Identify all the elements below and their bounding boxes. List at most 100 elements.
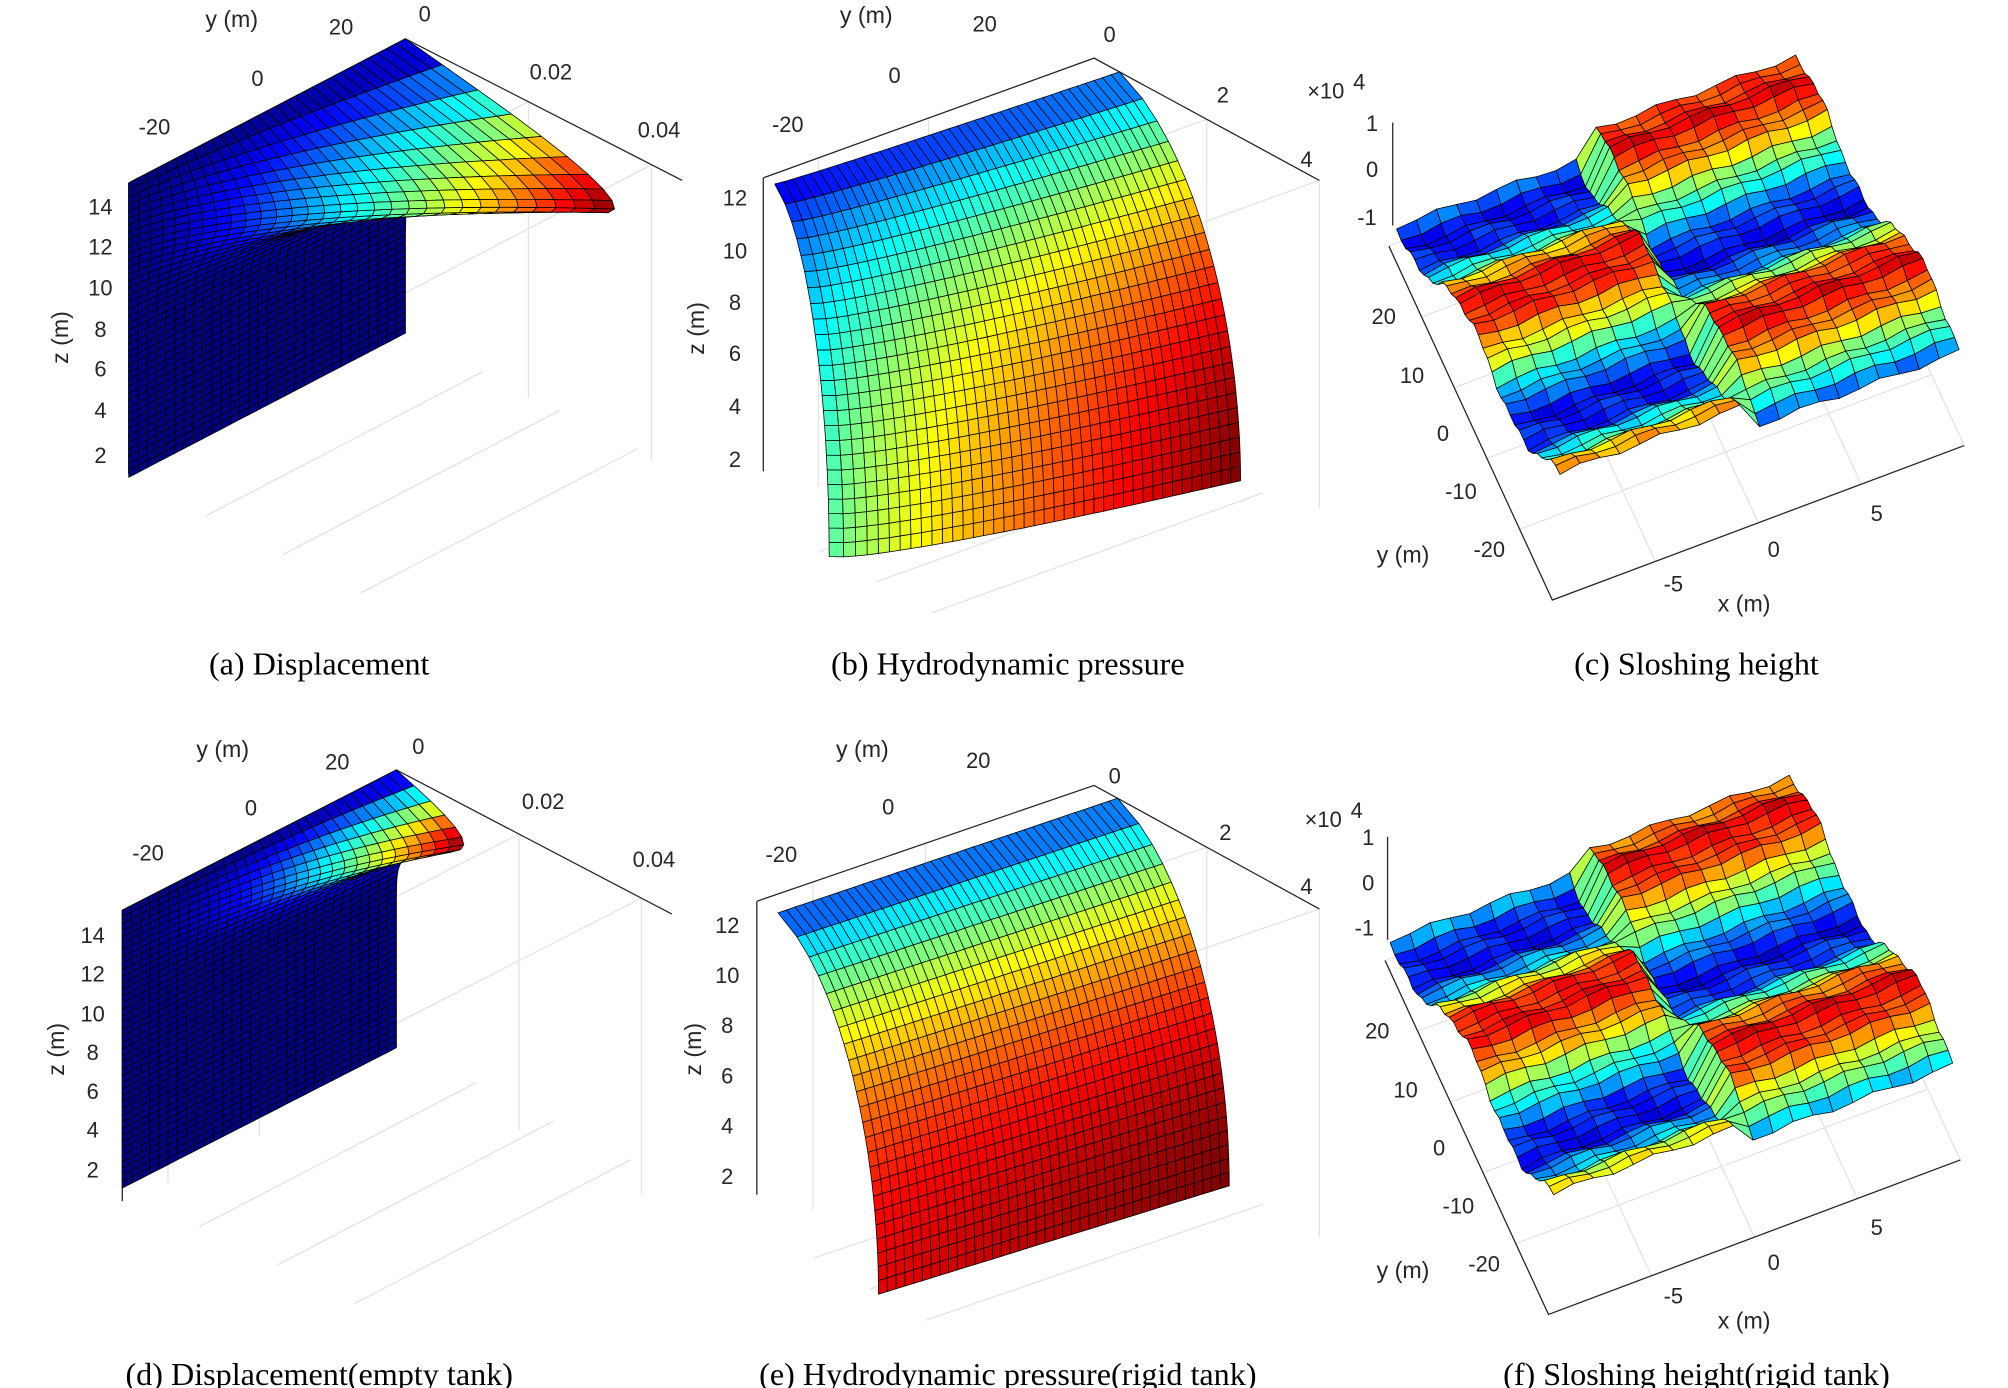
surface-patch xyxy=(553,199,576,209)
surface-patch xyxy=(827,484,843,500)
surface-patch xyxy=(908,473,921,492)
figure-caption: (a) Displacement xyxy=(209,645,430,681)
surface-patch xyxy=(975,400,989,419)
surface-patch xyxy=(1107,403,1120,422)
surface-patch xyxy=(993,502,1005,520)
surface-patch xyxy=(1190,445,1202,464)
surface-patch xyxy=(1102,465,1114,483)
surface-patch xyxy=(1012,484,1025,502)
surface-patch xyxy=(897,460,910,479)
surface-patch xyxy=(1195,383,1208,402)
surface-patch xyxy=(884,432,897,451)
surface-patch xyxy=(1088,407,1101,426)
surface-patch xyxy=(1002,471,1014,489)
surface-patch xyxy=(1058,414,1071,433)
surface-patch xyxy=(990,443,1002,462)
y-tick-label: -20 xyxy=(772,112,804,137)
surface-patch xyxy=(1021,452,1033,471)
surface-patch xyxy=(972,521,984,538)
surface-patch xyxy=(927,440,940,459)
surface-patch xyxy=(479,198,501,208)
y-tick-label: 0 xyxy=(889,63,901,88)
y-axis-label: y (m) xyxy=(205,6,258,32)
surface-patch xyxy=(849,422,864,440)
surface-patch xyxy=(896,446,909,464)
surface-patch xyxy=(1220,453,1232,472)
surface-patch xyxy=(858,390,872,409)
z-tick-label: 6 xyxy=(721,1063,733,1088)
surface-patch xyxy=(1038,418,1051,437)
surface-patch xyxy=(945,406,958,425)
surface-patch xyxy=(859,406,873,424)
surface-patch xyxy=(935,408,948,427)
surface-patch xyxy=(1219,439,1231,457)
surface-patch xyxy=(910,532,922,549)
surface-patch xyxy=(1092,467,1104,485)
surface-patch xyxy=(987,413,1000,432)
surface-patch xyxy=(1120,431,1132,450)
surface-patch xyxy=(1230,465,1241,484)
surface-patch xyxy=(1010,439,1023,458)
surface-patch xyxy=(959,449,972,468)
surface-patch xyxy=(865,480,878,498)
surface-patch xyxy=(971,477,984,495)
surface-patch xyxy=(981,475,994,493)
z-axis-label: z (m) xyxy=(680,1023,706,1076)
surface-patch xyxy=(862,436,876,454)
x-tick-label: 4 xyxy=(1300,874,1312,899)
z-tick-label: 6 xyxy=(94,357,106,382)
surface-patch xyxy=(867,1149,880,1168)
gridline xyxy=(360,448,638,594)
surface-patch xyxy=(926,425,939,444)
surface-patch xyxy=(904,414,917,432)
surface-patch xyxy=(1130,429,1142,447)
surface-patch xyxy=(842,512,856,529)
surface-patch xyxy=(227,196,245,208)
surface-patch xyxy=(1210,455,1222,474)
surface-patch xyxy=(1117,401,1130,420)
surface-patch xyxy=(890,385,904,404)
surface-patch xyxy=(320,195,341,206)
surface-patch xyxy=(877,508,890,525)
surface-patch xyxy=(1033,494,1045,512)
x-tick-label: 2 xyxy=(1217,83,1229,108)
surface-patch xyxy=(1007,409,1020,428)
surface-patch xyxy=(1121,446,1133,464)
y-tick-label: 20 xyxy=(966,748,990,773)
surface-patch xyxy=(866,538,879,556)
surface-patch xyxy=(1119,416,1131,435)
surface-patch xyxy=(1148,409,1161,428)
surface-patch xyxy=(906,444,920,462)
surface-patch xyxy=(872,419,886,437)
surface-patch xyxy=(1177,403,1190,422)
surface-patch xyxy=(930,484,943,503)
surface-patch xyxy=(863,451,877,469)
surface-patch xyxy=(952,524,964,542)
surface-patch xyxy=(1083,498,1095,516)
surface-patch xyxy=(1131,458,1144,477)
z-tick-label: 8 xyxy=(94,317,106,342)
surface-patch xyxy=(390,200,410,210)
surface-patch xyxy=(1122,475,1134,493)
x-tick-label: 0 xyxy=(412,734,424,759)
surface-patch xyxy=(1127,399,1140,418)
z-tick-label: 2 xyxy=(729,447,741,472)
gridline xyxy=(353,1159,632,1305)
surface-patch xyxy=(883,417,896,436)
y-tick-label: -20 xyxy=(139,115,171,140)
z-tick-label: 8 xyxy=(87,1040,99,1065)
surface-patch xyxy=(1171,450,1183,468)
surface-patch xyxy=(885,447,898,466)
surface-patch xyxy=(1179,433,1192,451)
surface-patch xyxy=(958,434,971,453)
surface-patch xyxy=(243,203,262,214)
surface-patch xyxy=(1020,437,1033,456)
surface-patch xyxy=(1176,388,1189,407)
surface-patch xyxy=(825,439,841,456)
surface-patch xyxy=(824,425,840,441)
y-axis-label: y (m) xyxy=(196,736,249,762)
surface-patch xyxy=(961,479,973,497)
